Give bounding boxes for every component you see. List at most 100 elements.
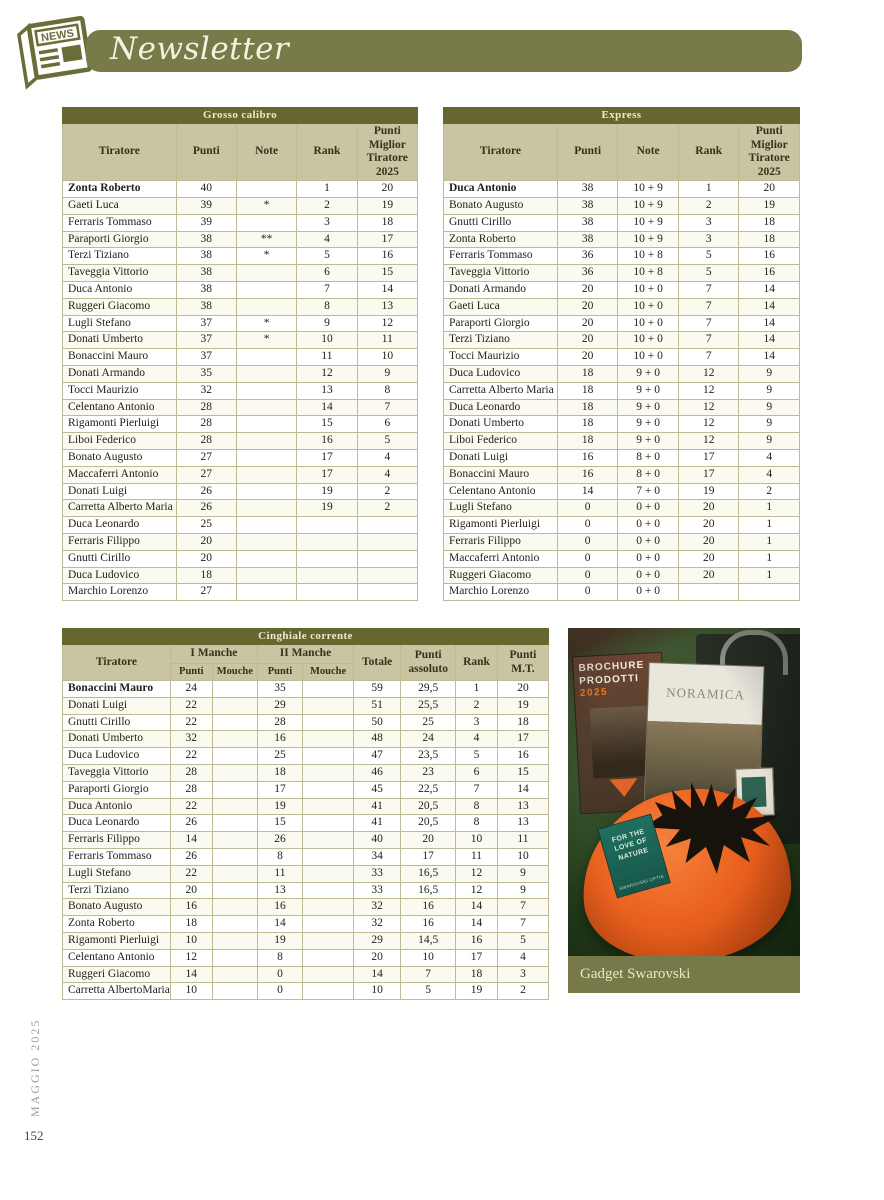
table-cell: 27 xyxy=(175,465,237,484)
table-cell: Donati Umberto xyxy=(62,730,171,749)
table-cell: 20,5 xyxy=(400,797,457,816)
table-cell xyxy=(211,898,258,917)
table-cell xyxy=(235,348,298,367)
table-cell: 18 xyxy=(738,230,800,249)
table-cell: 8 xyxy=(256,847,304,866)
table-cell: 39 xyxy=(175,197,237,215)
col-tiratore: Tiratore xyxy=(62,122,177,182)
table-cell: 38 xyxy=(556,180,619,199)
table-cell: 10 + 8 xyxy=(617,264,679,283)
table-cell: Zonta Roberto xyxy=(443,230,558,249)
table-cell: 7 xyxy=(496,915,550,933)
table-row: Liboi Federico 28 16 5 xyxy=(62,432,419,450)
table-title: Grosso calibro xyxy=(62,107,418,124)
table-cell: 10 + 9 xyxy=(617,230,679,249)
table-cell: 19 xyxy=(677,482,740,501)
table-cell xyxy=(211,680,258,698)
table-cell: 9 + 0 xyxy=(617,381,679,400)
table-cell: 12 xyxy=(677,432,740,450)
table-cell: 33 xyxy=(353,864,402,883)
photo-caption: Gadget Swarovski xyxy=(568,956,800,993)
table-cell: Tocci Maurizio xyxy=(62,381,177,400)
table-cell: 36 xyxy=(556,264,619,283)
table-cell: 10 + 9 xyxy=(617,180,679,199)
table-cell: 9 xyxy=(496,864,550,883)
col-punti: Punti xyxy=(556,122,619,182)
table-cell: Lugli Stefano xyxy=(62,314,177,333)
table-cell: Duca Leonardo xyxy=(62,516,177,534)
table-cell: * xyxy=(235,331,298,350)
table-cell: Duca Antonio xyxy=(62,797,171,816)
table-cell xyxy=(211,747,258,765)
table-row: Duca Ludovico 22 25 47 23,5 5 16 xyxy=(62,747,550,765)
table-row: Lugli Stefano 0 0 + 0 20 1 xyxy=(443,499,800,518)
table-cell: Duca Leonardo xyxy=(443,398,558,417)
table-cell: 11 xyxy=(256,864,304,883)
table-cell: 0 xyxy=(556,583,619,602)
table-cell: 18 xyxy=(496,713,550,732)
table-cell: 7 xyxy=(455,780,498,799)
table-cell: 11 xyxy=(496,831,550,849)
table-cell: 14 xyxy=(496,780,550,799)
table-cell xyxy=(235,482,298,501)
table-cell xyxy=(211,713,258,732)
table-cell: 20 xyxy=(175,532,237,551)
table-cell xyxy=(211,730,258,749)
table-cell xyxy=(738,583,800,602)
col-totale: Totale xyxy=(353,644,402,681)
table-cell: 0 xyxy=(256,982,304,1001)
table-cell: Taveggia Vittorio xyxy=(443,264,558,283)
table-cell: Bonato Augusto xyxy=(62,449,177,467)
table-cell: Duca Antonio xyxy=(443,180,558,199)
table-cell: 4 xyxy=(455,730,498,749)
table-cell: 13 xyxy=(296,381,358,400)
table-cell: 5 xyxy=(455,747,498,765)
table-cell: 0 + 0 xyxy=(617,583,679,602)
table-cell: Donati Umberto xyxy=(62,331,177,350)
table-row: Tocci Maurizio 20 10 + 0 7 14 xyxy=(443,348,800,367)
table-cell: 3 xyxy=(455,713,498,732)
table-row: Gnutti Cirillo 20 xyxy=(62,549,419,568)
table-cell: 16 xyxy=(356,247,419,266)
col-rank: Rank xyxy=(455,644,498,681)
col-punti: Punti xyxy=(175,122,237,182)
table-cell: 20,5 xyxy=(400,814,457,833)
table-cell xyxy=(211,864,258,883)
table-cell: 9 xyxy=(738,432,800,450)
page-title: Newsletter xyxy=(110,31,290,67)
table-cell: 16,5 xyxy=(400,881,457,900)
table-cell: 36 xyxy=(556,247,619,266)
col-manche2-mouche: Mouche xyxy=(302,663,355,681)
table-row: Marchio Lorenzo 0 0 + 0 xyxy=(443,583,800,602)
table-row: Donati Armando 20 10 + 0 7 14 xyxy=(443,281,800,299)
table-cell: 7 xyxy=(677,331,740,350)
table-cell: 22 xyxy=(169,864,213,883)
table-cell: 2 xyxy=(356,482,419,501)
table-row: Duca Ludovico 18 9 + 0 12 9 xyxy=(443,365,800,383)
table-cell xyxy=(296,532,358,551)
table-row: Ruggeri Giacomo 38 8 13 xyxy=(62,297,419,316)
table-cell: 35 xyxy=(256,680,304,698)
table-row: Rigamonti Pierluigi 10 19 29 14,5 16 5 xyxy=(62,931,550,950)
col-manche1: I Manche xyxy=(169,644,258,664)
col-note: Note xyxy=(617,122,679,182)
table-cell: 26 xyxy=(169,814,213,833)
table-row: Carretta Alberto Maria 18 9 + 0 12 9 xyxy=(443,381,800,400)
table-cell: 39 xyxy=(175,213,237,232)
table-cell: Donati Luigi xyxy=(62,696,171,715)
table-cell: 5 xyxy=(400,982,457,1001)
table-cell: 4 xyxy=(738,465,800,484)
table-cell: 19 xyxy=(738,197,800,215)
table-cell xyxy=(356,549,419,568)
table-cell: Donati Umberto xyxy=(443,415,558,434)
table-row: Ferraris Filippo 14 26 40 20 10 11 xyxy=(62,831,550,849)
table-cell xyxy=(235,381,298,400)
table-cell: 10 + 0 xyxy=(617,281,679,299)
table-cell: Marchio Lorenzo xyxy=(443,583,558,602)
gadget-photo: BROCHURE PRODOTTI 2025 NORAMICA FOR THE … xyxy=(568,628,800,993)
table-cell: Taveggia Vittorio xyxy=(62,763,171,782)
table-cell xyxy=(211,948,258,967)
table-cell: 25,5 xyxy=(400,696,457,715)
table-cell: 14 xyxy=(738,348,800,367)
table-cell: 11 xyxy=(296,348,358,367)
